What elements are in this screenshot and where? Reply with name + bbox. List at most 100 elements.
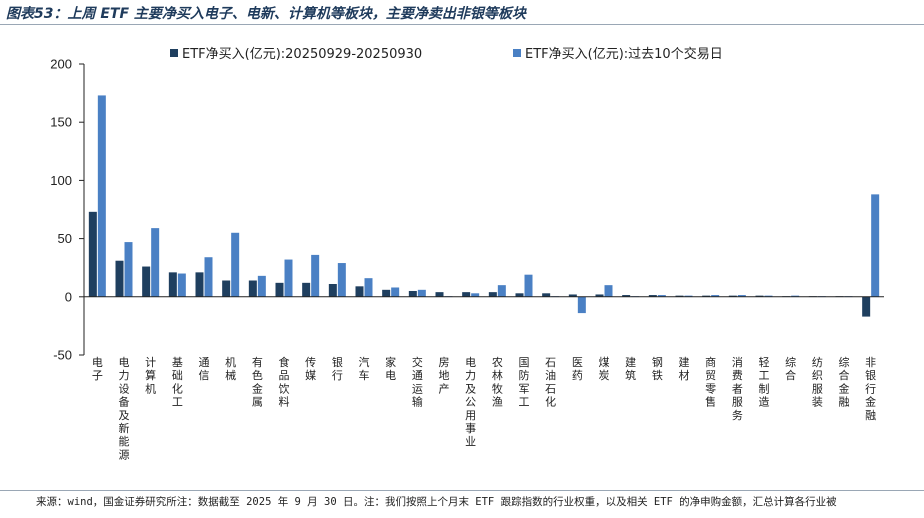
bar-10day-11 <box>364 278 373 297</box>
y-tick-label: 0 <box>65 289 72 304</box>
category-label: 纺织服装 <box>812 355 823 409</box>
bar-10day-1 <box>97 95 106 297</box>
y-tick-label: -50 <box>53 348 72 363</box>
category-label: 非银行金融 <box>865 356 876 422</box>
legend: ETF净买入(亿元):20250929-20250930 ETF净买入(亿元):过… <box>170 46 723 62</box>
category-label: 煤炭 <box>599 356 610 382</box>
category-label: 建筑 <box>625 355 636 382</box>
bar-recent-3 <box>142 266 151 297</box>
bar-10day-27 <box>791 295 800 297</box>
bar-10day-3 <box>151 228 160 297</box>
category-label: 轻工制造 <box>759 355 770 409</box>
bar-10day-6 <box>231 232 240 297</box>
bar-10day-17 <box>524 274 533 297</box>
bar-10day-13 <box>417 289 426 297</box>
title-divider <box>0 24 924 25</box>
category-label: 电力及公用事业 <box>465 356 476 448</box>
bar-10day-26 <box>764 295 773 297</box>
source-note: 来源：wind，国金证券研究所注：数据截至 2025 年 9 月 30 日。注：… <box>36 496 837 508</box>
bar-recent-19 <box>568 294 577 297</box>
bar-recent-5 <box>195 272 204 297</box>
chart-title: 图表53：上周 ETF 主要净买入电子、电新、计算机等板块，主要净卖出非银等板块 <box>6 6 526 22</box>
category-label: 计算机 <box>145 356 156 395</box>
bar-recent-13 <box>408 290 417 297</box>
category-label: 综合金融 <box>839 355 850 409</box>
bar-recent-16 <box>488 292 497 297</box>
bar-recent-14 <box>435 292 444 297</box>
bar-10day-15 <box>471 293 480 297</box>
legend-swatch <box>170 49 178 57</box>
bar-recent-30 <box>862 296 871 317</box>
category-label: 石油石化 <box>545 356 556 409</box>
category-label: 通信 <box>199 356 210 382</box>
footer-divider <box>0 490 924 491</box>
category-label: 家电 <box>385 355 396 382</box>
category-label: 建材 <box>679 355 690 382</box>
category-label: 汽车 <box>359 355 370 382</box>
category-label: 传媒 <box>305 356 316 382</box>
bar-10day-16 <box>497 285 506 297</box>
bar-recent-17 <box>515 293 524 297</box>
bar-recent-26 <box>755 295 764 297</box>
category-label: 银行 <box>332 355 343 382</box>
legend-label: ETF净买入(亿元):过去10个交易日 <box>525 46 723 62</box>
category-label: 基础化工 <box>172 356 183 409</box>
category-label: 电力设备及新能源 <box>119 356 130 461</box>
category-label: 机械 <box>225 355 236 382</box>
bar-10day-23 <box>684 295 693 297</box>
y-tick-label: 150 <box>50 115 72 130</box>
bar-recent-9 <box>302 282 311 297</box>
bar-10day-7 <box>257 275 266 297</box>
bar-recent-21 <box>622 295 631 297</box>
y-tick-label: 100 <box>50 173 72 188</box>
y-tick-label: 50 <box>58 231 72 246</box>
bar-recent-23 <box>675 295 684 297</box>
bar-10day-30 <box>871 194 880 297</box>
category-label: 农林牧渔 <box>492 355 503 409</box>
bar-10day-19 <box>577 296 586 314</box>
bar-10day-20 <box>604 285 613 297</box>
category-label: 食品饮料 <box>279 355 290 409</box>
category-label: 国防军工 <box>519 356 530 409</box>
legend-swatch <box>513 49 521 57</box>
bar-10day-22 <box>657 295 666 297</box>
y-axis: -50 0 50 100 150 200 <box>50 57 85 363</box>
bar-recent-20 <box>595 294 604 297</box>
bar-10day-12 <box>391 287 400 297</box>
bars <box>84 95 884 317</box>
bar-10day-24 <box>711 295 720 297</box>
y-tick-label: 200 <box>50 57 72 72</box>
bar-recent-18 <box>542 293 551 297</box>
bar-recent-15 <box>462 292 471 297</box>
bar-recent-4 <box>168 272 177 297</box>
category-label: 钢铁 <box>652 356 663 382</box>
category-label: 有色金属 <box>252 355 263 409</box>
bar-chart: ETF净买入(亿元):20250929-20250930 ETF净买入(亿元):过… <box>50 46 884 461</box>
category-label: 综合 <box>785 355 796 382</box>
legend-label: ETF净买入(亿元):20250929-20250930 <box>182 47 422 62</box>
bar-recent-7 <box>248 280 257 297</box>
bar-recent-24 <box>702 295 711 297</box>
bar-recent-25 <box>728 295 737 297</box>
category-label: 消费者服务 <box>732 355 743 422</box>
bar-10day-25 <box>737 295 746 297</box>
bar-recent-22 <box>648 295 657 297</box>
bar-10day-2 <box>124 242 133 297</box>
category-label: 房地产 <box>439 356 450 395</box>
bar-10day-5 <box>204 257 213 297</box>
bar-10day-8 <box>284 259 293 297</box>
bar-recent-6 <box>222 280 231 297</box>
bar-10day-9 <box>311 254 320 297</box>
bar-recent-11 <box>355 286 364 297</box>
bar-recent-1 <box>88 211 97 297</box>
bar-recent-8 <box>275 282 284 297</box>
category-label: 商贸零售 <box>705 355 716 409</box>
bar-recent-2 <box>115 260 124 297</box>
bar-recent-10 <box>328 283 337 297</box>
bar-recent-12 <box>382 289 391 297</box>
bar-10day-10 <box>337 263 346 297</box>
bar-10day-4 <box>177 273 186 297</box>
category-label: 交通运输 <box>412 355 423 409</box>
category-label: 医药 <box>572 356 583 382</box>
